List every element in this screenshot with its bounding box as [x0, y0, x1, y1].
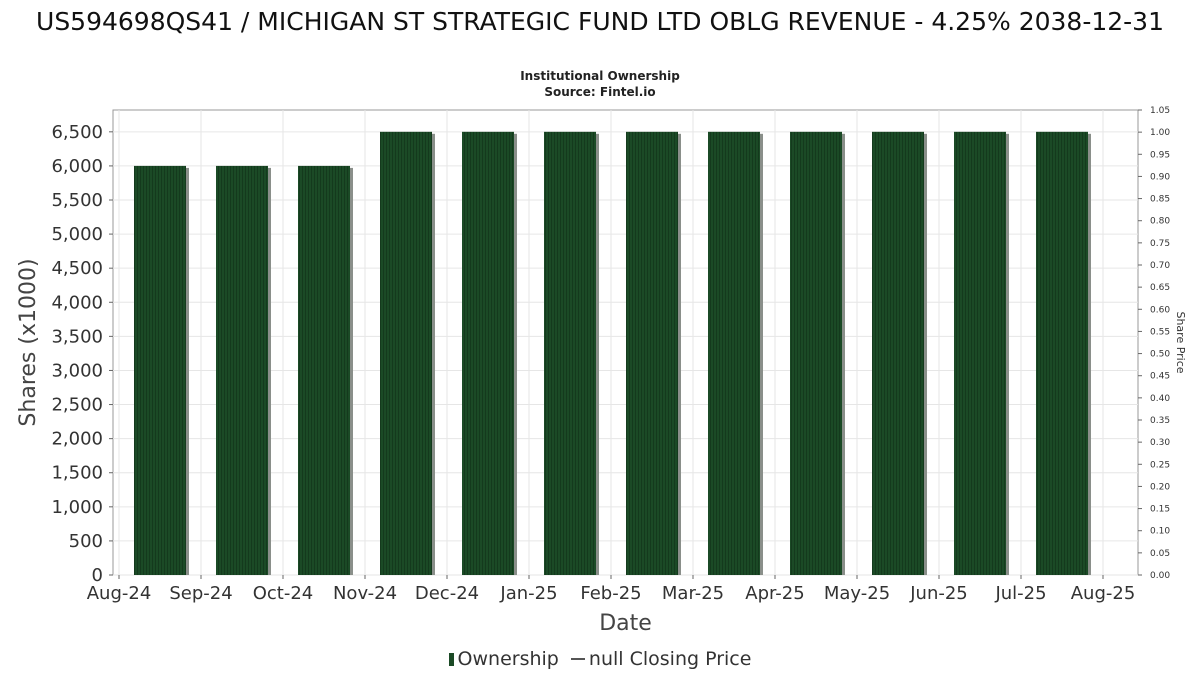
y2-tick-label: 1.00: [1150, 128, 1170, 138]
legend-price-label: null Closing Price: [588, 647, 752, 670]
legend-ownership-label: Ownership: [457, 647, 559, 670]
y2-tick-label: 0.75: [1150, 239, 1170, 249]
y2-tick-label: 0.65: [1150, 283, 1170, 293]
y-tick-label: 6,000: [51, 156, 103, 177]
x-tick-label: Oct-24: [253, 583, 314, 604]
chart-subtitle: Institutional Ownership Source: Fintel.i…: [0, 68, 1200, 100]
ownership-bar[interactable]: [544, 131, 596, 575]
ownership-bar[interactable]: [462, 131, 514, 575]
y-axis-title: Shares (x1000): [16, 258, 41, 426]
legend: Ownership null Closing Price: [0, 647, 1200, 670]
ownership-bar[interactable]: [216, 165, 268, 575]
y-tick-label: 4,000: [51, 292, 103, 313]
x-axis-title: Date: [599, 611, 652, 636]
ownership-chart: 0 500 1,000 1,500 2,000 2,500 3,000 3,500 4,000 4…: [16, 106, 1187, 636]
ownership-bar[interactable]: [708, 131, 760, 575]
legend-ownership[interactable]: Ownership: [448, 647, 559, 670]
y2-tick-label: 0.20: [1150, 482, 1170, 492]
x-tick-label: Jun-25: [909, 583, 968, 604]
subtitle-line: Institutional Ownership: [520, 69, 680, 83]
ownership-bar[interactable]: [790, 131, 842, 575]
x-tick-label: Sep-24: [169, 583, 232, 604]
y-tick-label: 0: [92, 565, 103, 586]
y2-tick-label: 1.05: [1150, 106, 1170, 116]
subtitle-source: Source: Fintel.io: [544, 85, 656, 99]
ownership-bar[interactable]: [1036, 131, 1088, 575]
ownership-bar[interactable]: [954, 131, 1006, 575]
y2-tick-label: 0.45: [1150, 372, 1170, 382]
x-tick-label: Jan-25: [499, 583, 557, 604]
x-tick-label: Nov-24: [333, 583, 397, 604]
y-tick-label: 2,500: [51, 395, 103, 416]
legend-bar-swatch: [448, 652, 454, 666]
y2-tick-label: 0.85: [1150, 195, 1170, 205]
x-tick-label: Apr-25: [745, 583, 804, 604]
ownership-bar[interactable]: [134, 165, 186, 575]
y-tick-label: 1,500: [51, 463, 103, 484]
x-tick-label: Mar-25: [662, 583, 724, 604]
ownership-bar[interactable]: [298, 165, 350, 575]
ownership-bar[interactable]: [626, 131, 678, 575]
y2-tick-label: 0.55: [1150, 327, 1170, 337]
y-tick-label: 1,000: [51, 497, 103, 518]
y2-tick-label: 0.60: [1150, 305, 1170, 315]
y2-tick-label: 0.10: [1150, 527, 1170, 537]
x-tick-label: May-25: [824, 583, 890, 604]
y2-tick-label: 0.15: [1150, 505, 1170, 515]
x-tick-label: Feb-25: [580, 583, 641, 604]
x-tick-label: Jul-25: [994, 583, 1046, 604]
y2-axis-title: Share Price: [1174, 311, 1187, 373]
x-tick-label: Dec-24: [415, 583, 479, 604]
y-tick-label: 5,000: [51, 224, 103, 245]
legend-price[interactable]: null Closing Price: [565, 647, 752, 670]
y2-tick-label: 0.00: [1150, 571, 1170, 581]
x-tick-label: Aug-25: [1071, 583, 1136, 604]
y2-tick-label: 0.70: [1150, 261, 1170, 271]
y2-tick-label: 0.95: [1150, 150, 1170, 160]
y-tick-label: 500: [69, 531, 103, 552]
y2-tick-label: 0.40: [1150, 394, 1170, 404]
y2-tick-label: 0.90: [1150, 172, 1170, 182]
y-tick-label: 3,000: [51, 360, 103, 381]
y2-tick-label: 0.25: [1150, 460, 1170, 470]
y2-tick-label: 0.50: [1150, 350, 1170, 360]
y-tick-label: 3,500: [51, 326, 103, 347]
y2-tick-label: 0.30: [1150, 438, 1170, 448]
chart-title: US594698QS41 / MICHIGAN ST STRATEGIC FUN…: [36, 7, 1164, 36]
y2-tick-label: 0.80: [1150, 217, 1170, 227]
y-tick-label: 6,500: [51, 122, 103, 143]
y-tick-label: 4,500: [51, 258, 103, 279]
y2-tick-label: 0.05: [1150, 549, 1170, 559]
x-tick-label: Aug-24: [87, 583, 152, 604]
y-tick-label: 2,000: [51, 429, 103, 450]
ownership-bar[interactable]: [380, 131, 432, 575]
legend-line-swatch: [570, 658, 585, 660]
y2-tick-label: 0.35: [1150, 416, 1170, 426]
y-tick-label: 5,500: [51, 190, 103, 211]
ownership-bar[interactable]: [872, 131, 924, 575]
